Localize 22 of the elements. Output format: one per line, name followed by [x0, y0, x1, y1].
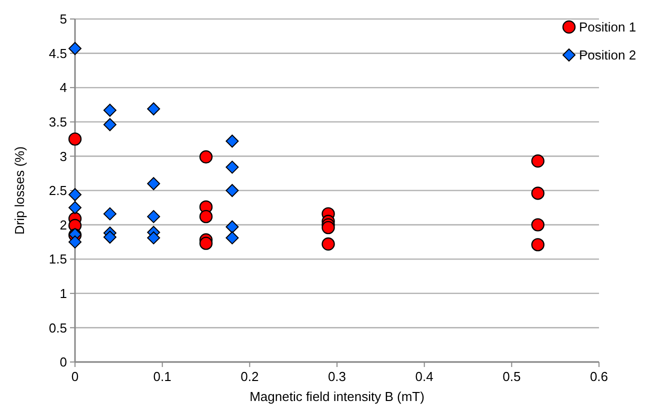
- y-tick-label: 2: [60, 217, 67, 232]
- x-tick-label: 0.3: [328, 369, 346, 384]
- y-tick-label: 1.5: [48, 252, 67, 267]
- x-tick-label: 0.4: [415, 369, 434, 384]
- legend-label: Position 1: [579, 20, 636, 35]
- x-tick-label: 0.5: [502, 369, 521, 384]
- y-tick-label: 0: [60, 354, 67, 370]
- x-tick-label: 0.1: [153, 369, 172, 384]
- legend-label: Position 2: [579, 48, 636, 63]
- y-tick-label: 3.5: [48, 114, 67, 130]
- x-tick-label: 0.6: [590, 369, 608, 384]
- x-tick-label: 0.2: [240, 369, 259, 384]
- y-tick-label: 0.5: [48, 320, 67, 336]
- y-tick-label: 3: [60, 148, 67, 164]
- y-tick-label: 4.5: [48, 46, 67, 61]
- x-axis-title: Magnetic field intensity B (mT): [250, 389, 424, 404]
- y-tick-label: 1: [60, 286, 67, 301]
- x-tick-label: 0: [71, 369, 79, 384]
- y-tick-label: 5: [60, 12, 67, 27]
- y-axis-title: Drip losses (%): [12, 146, 27, 235]
- y-tick-label: 4: [60, 80, 67, 96]
- y-tick-label: 2.5: [48, 183, 67, 198]
